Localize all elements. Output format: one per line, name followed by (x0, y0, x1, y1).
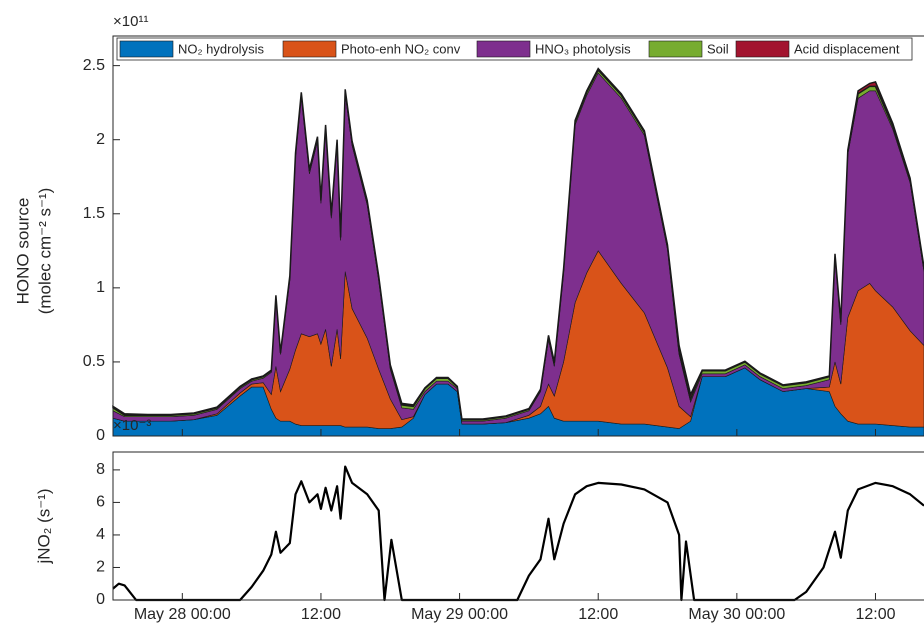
legend-label: Acid displacement (794, 41, 900, 56)
legend-label: Photo-enh NO₂ conv (341, 41, 461, 56)
axes-box (112, 451, 924, 601)
legend-label: HNO₃ photolysis (535, 41, 631, 56)
legend-label: Soil (707, 41, 729, 56)
legend-swatch (282, 40, 337, 58)
area (112, 67, 924, 421)
legend: NO₂ hydrolysis Photo-enh NO₂ conv HNO₃ pho… (116, 37, 913, 61)
y-tick-label: 0 (96, 427, 105, 444)
legend-label: NO₂ hydrolysis (178, 41, 264, 56)
line (112, 465, 924, 602)
area (112, 69, 924, 422)
legend-swatch (648, 40, 703, 58)
area (112, 367, 924, 437)
y-tick-label: 1 (96, 279, 105, 296)
y-axis-label: jNO₂ (s⁻¹) (34, 488, 53, 564)
y-multiplier: ×10⁻³ (113, 417, 151, 434)
legend-swatch (476, 40, 531, 58)
legend-swatch (735, 40, 790, 58)
y-tick-label: 2 (96, 131, 105, 148)
y-tick-label: 6 (96, 494, 105, 511)
x-tick-label: 12:00 (855, 606, 895, 623)
y-tick-label: 2 (96, 559, 105, 576)
x-tick-label: May 29 00:00 (411, 606, 508, 623)
y-tick-label: 4 (96, 526, 105, 543)
x-tick-label: 12:00 (578, 606, 618, 623)
y-axis-label: (molec cm⁻² s⁻¹) (35, 188, 54, 315)
area (112, 72, 924, 425)
x-tick-label: 12:00 (301, 606, 341, 623)
y-tick-label: 8 (96, 461, 105, 478)
x-tick-label: May 30 00:00 (688, 606, 785, 623)
y-tick-label: 0.5 (83, 353, 105, 370)
y-tick-label: 1.5 (83, 205, 105, 222)
y-tick-label: 0 (96, 591, 105, 608)
y-tick-label: 2.5 (83, 57, 105, 74)
x-tick-label: May 28 00:00 (134, 606, 231, 623)
y-axis-label: HONO source (13, 198, 32, 305)
axes-box (112, 35, 924, 437)
legend-swatch (119, 40, 174, 58)
y-multiplier: ×10¹¹ (113, 13, 148, 30)
